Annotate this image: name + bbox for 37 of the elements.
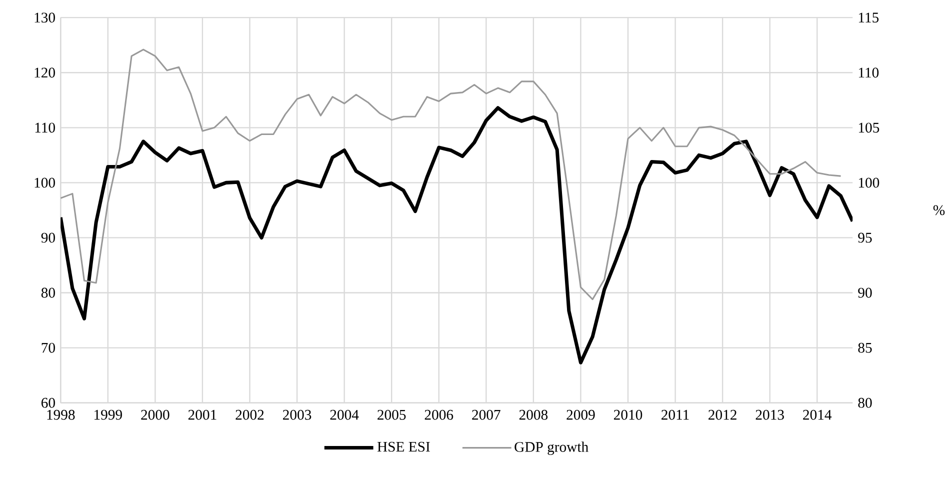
x-tick-label: 2009 — [566, 410, 595, 420]
y2-tick-label: 115 — [858, 12, 879, 23]
y2-tick-label: 95 — [858, 232, 872, 243]
x-tick-label: 2010 — [614, 410, 642, 420]
x-tick-label: 2007 — [472, 410, 500, 420]
x-tick-label: 2004 — [330, 410, 359, 420]
x-tick-label: 2002 — [236, 410, 264, 420]
legend-label: GDP growth — [514, 442, 588, 455]
y-tick-label: 70 — [42, 342, 55, 353]
x-tick-label: 2011 — [662, 410, 689, 420]
legend-label: HSE ESI — [377, 442, 430, 452]
x-tick-label: 2014 — [803, 410, 832, 420]
x-tick-label: 2013 — [756, 410, 784, 420]
x-tick-label: 2005 — [378, 410, 406, 420]
y2-tick-label: 105 — [858, 122, 880, 133]
x-tick-label: 1998 — [47, 410, 75, 420]
x-tick-label: 2001 — [188, 410, 216, 420]
x-tick-label: 2000 — [141, 410, 170, 420]
x-tick-label: 2008 — [519, 410, 548, 420]
y2-tick-label: 100 — [858, 178, 880, 188]
y2-tick-label: 80 — [858, 398, 872, 408]
y2-tick-label: 90 — [858, 288, 872, 298]
y-tick-label: 90 — [41, 232, 55, 243]
y-tick-label: 60 — [42, 398, 55, 408]
x-tick-label: 2006 — [424, 410, 454, 420]
y2-tick-label: 110 — [858, 68, 879, 78]
line-series — [60, 48, 842, 300]
y2-axis-title: % — [933, 205, 945, 216]
x-tick-label: 2003 — [283, 410, 312, 420]
y2-tick-label: 85 — [858, 342, 872, 353]
y-tick-label: 130 — [34, 12, 55, 23]
y-tick-label: 80 — [41, 288, 55, 298]
y-tick-label: 100 — [34, 178, 55, 188]
x-tick-label: 2012 — [708, 410, 736, 420]
x-tick-label: 1999 — [94, 410, 122, 420]
y-tick-label: 120 — [34, 68, 55, 78]
y-tick-label: 110 — [35, 122, 55, 133]
